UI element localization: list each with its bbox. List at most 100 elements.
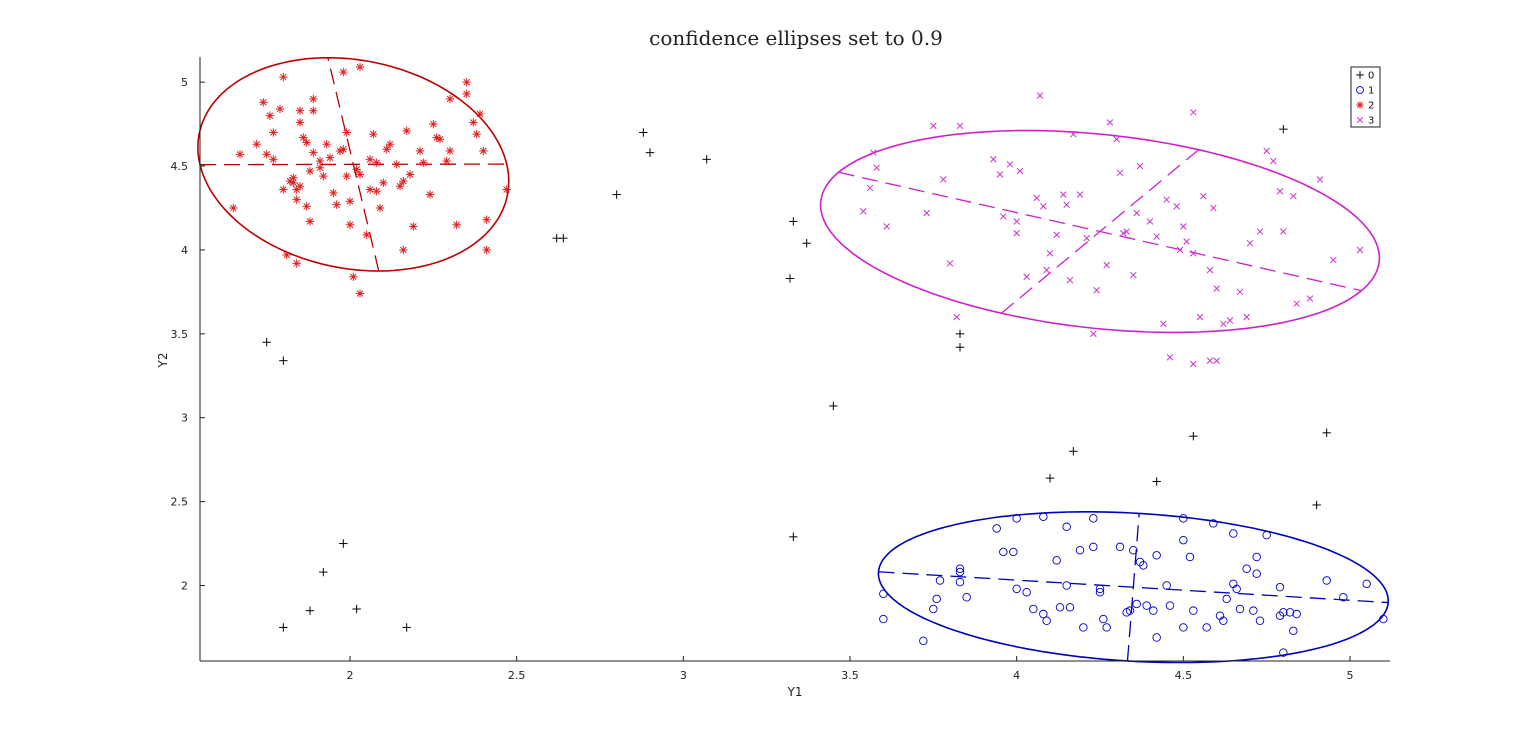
data-point (429, 119, 438, 129)
data-point (345, 197, 355, 206)
data-point (999, 547, 1008, 557)
data-point (1046, 250, 1054, 257)
data-point (789, 532, 798, 542)
data-point (879, 589, 888, 599)
data-point (329, 188, 338, 198)
data-point (1152, 551, 1161, 560)
data-point (1185, 552, 1195, 562)
legend-label: 0 (1368, 71, 1374, 82)
data-point (1036, 92, 1044, 99)
data-point (385, 140, 395, 149)
data-point (435, 135, 445, 144)
data-point (472, 129, 481, 139)
data-point (946, 260, 954, 267)
data-point (355, 62, 365, 72)
legend: 0 1 2 3 (1350, 66, 1381, 128)
data-point (299, 133, 308, 142)
data-point (342, 128, 351, 137)
x-axis-label: Y1 (787, 685, 803, 699)
data-point (1189, 606, 1198, 615)
data-point (1149, 606, 1158, 615)
data-point (392, 160, 401, 169)
data-point (442, 156, 451, 166)
data-point (1279, 124, 1288, 134)
data-point (339, 67, 348, 77)
data-point (1093, 286, 1100, 294)
data-point (1165, 601, 1175, 610)
data-point (1362, 579, 1371, 589)
ellipse-series-2 (197, 56, 510, 272)
data-point (355, 289, 365, 298)
data-point (1052, 556, 1061, 565)
data-point (1256, 228, 1264, 235)
data-point (1012, 584, 1021, 594)
data-point (1090, 330, 1097, 338)
legend-marker (1356, 86, 1364, 94)
data-point (1076, 191, 1084, 198)
data-point (1322, 576, 1331, 585)
data-point (1189, 431, 1198, 441)
data-point (1379, 614, 1388, 624)
data-point (445, 146, 455, 156)
data-point (305, 166, 315, 176)
data-point (1330, 256, 1337, 264)
legend-label: 1 (1368, 86, 1374, 97)
data-point (235, 150, 245, 159)
data-point (269, 155, 278, 164)
data-point (282, 250, 291, 260)
data-point (1033, 194, 1040, 202)
data-point (1190, 360, 1197, 368)
x-tick-label: 4.5 (1175, 669, 1193, 682)
data-point (1113, 135, 1120, 143)
data-point (1000, 213, 1007, 220)
x-tick-label: 3 (680, 669, 687, 682)
data-point (502, 185, 511, 194)
data-point (1173, 203, 1180, 210)
data-point (382, 145, 391, 154)
data-point (292, 185, 301, 194)
y-tick-label: 4.5 (171, 160, 189, 173)
data-point (1202, 623, 1211, 632)
data-point (1042, 616, 1051, 625)
data-point (1179, 514, 1188, 523)
data-point (1152, 477, 1161, 486)
data-point (319, 567, 328, 577)
data-point (1066, 276, 1074, 284)
data-point (1236, 288, 1244, 296)
data-point (309, 94, 318, 104)
data-point (462, 77, 471, 87)
data-point (1062, 522, 1071, 532)
data-point (1356, 246, 1364, 254)
data-point (1116, 169, 1124, 177)
data-point (342, 171, 351, 181)
data-point (462, 89, 471, 99)
data-point (372, 187, 381, 196)
data-point (405, 170, 415, 179)
legend-box (1350, 66, 1381, 128)
data-point (1252, 552, 1261, 562)
data-point (352, 165, 361, 174)
data-point (482, 215, 491, 224)
data-point (1013, 218, 1020, 225)
x-tick-label: 2.5 (508, 669, 526, 682)
x-tick-label: 4 (1013, 669, 1020, 682)
data-point (1089, 542, 1098, 552)
axes (199, 57, 1390, 662)
data-point (645, 148, 655, 157)
data-point (1070, 130, 1077, 138)
data-point (930, 122, 937, 130)
data-point (319, 171, 328, 181)
data-point (475, 109, 485, 119)
data-point (1190, 250, 1197, 257)
data-point (1060, 191, 1067, 198)
data-point (1255, 616, 1265, 625)
data-point (1043, 266, 1050, 274)
data-point (1246, 239, 1254, 247)
data-point (1146, 218, 1154, 225)
data-point (1306, 295, 1314, 302)
data-point (612, 190, 621, 199)
data-point (1229, 529, 1238, 538)
data-point (375, 203, 385, 213)
data-point (1190, 109, 1197, 116)
legend-marker (1356, 101, 1364, 109)
